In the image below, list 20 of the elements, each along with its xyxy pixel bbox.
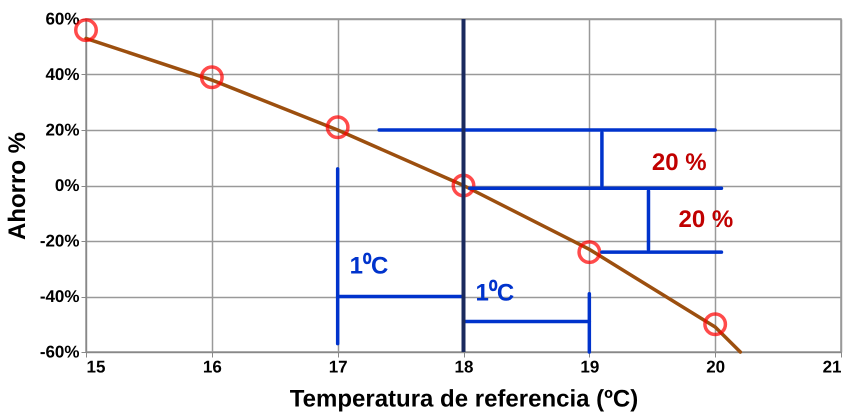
x-tick-label: 15 (86, 358, 106, 376)
y-tick-label: 0% (54, 176, 80, 195)
x-tick-label: 16 (202, 358, 222, 376)
x-tick-label: 20 (706, 358, 726, 376)
y-tick-label: 40% (45, 65, 80, 84)
y-tick-label: 20% (45, 120, 80, 140)
annotation: 1⁰C (350, 252, 388, 280)
y-tick-label: 60% (45, 10, 80, 28)
x-tick-label: 17 (328, 358, 348, 376)
x-tick-label: 19 (580, 358, 600, 376)
y-axis-title: Ahorro % (4, 132, 31, 240)
y-tick-label: -40% (40, 287, 80, 306)
y-tick-label: -60% (40, 342, 80, 362)
annotation: 20 % (652, 149, 707, 176)
x-tick-label: 18 (454, 358, 474, 376)
x-axis-title: Temperatura de referencia (ºC) (290, 386, 638, 412)
x-tick-label: 21 (822, 358, 842, 376)
y-tick-label: -20% (40, 232, 80, 250)
annotation: 1⁰C (476, 279, 514, 306)
annotation: 20 % (678, 206, 734, 234)
